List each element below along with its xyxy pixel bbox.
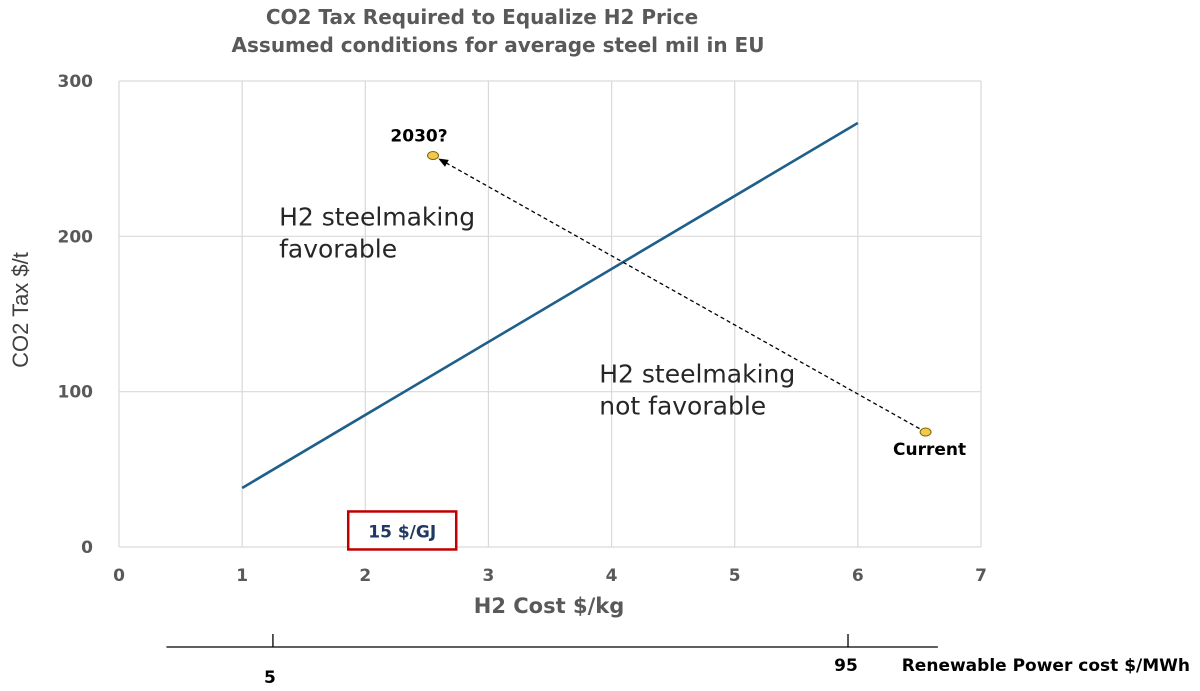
x-tick-label: 6 (852, 566, 864, 586)
callout-box (346, 510, 458, 551)
point-label: 2030? (390, 127, 447, 147)
x-tick-label: 3 (483, 566, 495, 586)
series-layer (241, 121, 859, 490)
x-axis-label: H2 Cost $/kg (474, 594, 624, 618)
x-tick-label: 7 (975, 566, 987, 586)
chart-title: CO2 Tax Required to Equalize H2 Price (266, 5, 698, 29)
chart-subtitle: Assumed conditions for average steel mil… (232, 33, 765, 57)
y-tick-label: 100 (58, 383, 94, 403)
x-tick-label: 2 (359, 566, 371, 586)
secondary-tick-label: 5 (264, 668, 276, 688)
axes: 0 1 2 3 4 5 6 7 0 100 200 300 (58, 72, 987, 586)
secondary-axis-label: Renewable Power cost $/MWh (902, 656, 1190, 676)
point-label: Current (893, 440, 966, 460)
region-label-line1: H2 steelmaking (599, 359, 795, 388)
trajectory-arrow (438, 158, 926, 433)
callout-label: 15 $/GJ (368, 522, 436, 542)
y-axis-label: CO2 Tax $/t (8, 252, 33, 368)
region-label-line1: H2 steelmaking (279, 202, 475, 231)
y-tick-label: 300 (58, 72, 94, 92)
region-label-line2: favorable (279, 234, 397, 263)
series-line (241, 121, 859, 490)
y-tick-label: 0 (81, 538, 93, 558)
data-point-2030 (427, 151, 440, 161)
x-tick-label: 4 (606, 566, 618, 586)
secondary-axis: 5 95 Renewable Power cost $/MWh (166, 634, 1190, 688)
x-tick-label: 1 (236, 566, 248, 586)
y-tick-label: 200 (58, 227, 94, 247)
annotations: 2030? Current H2 steelmaking favorable H2 st… (279, 127, 966, 551)
gridlines (119, 80, 982, 547)
secondary-tick-label: 95 (834, 656, 858, 676)
x-tick-label: 5 (729, 566, 741, 586)
region-label-line2: not favorable (599, 391, 766, 420)
data-point-current (919, 427, 932, 437)
x-tick-label: 0 (113, 566, 125, 586)
